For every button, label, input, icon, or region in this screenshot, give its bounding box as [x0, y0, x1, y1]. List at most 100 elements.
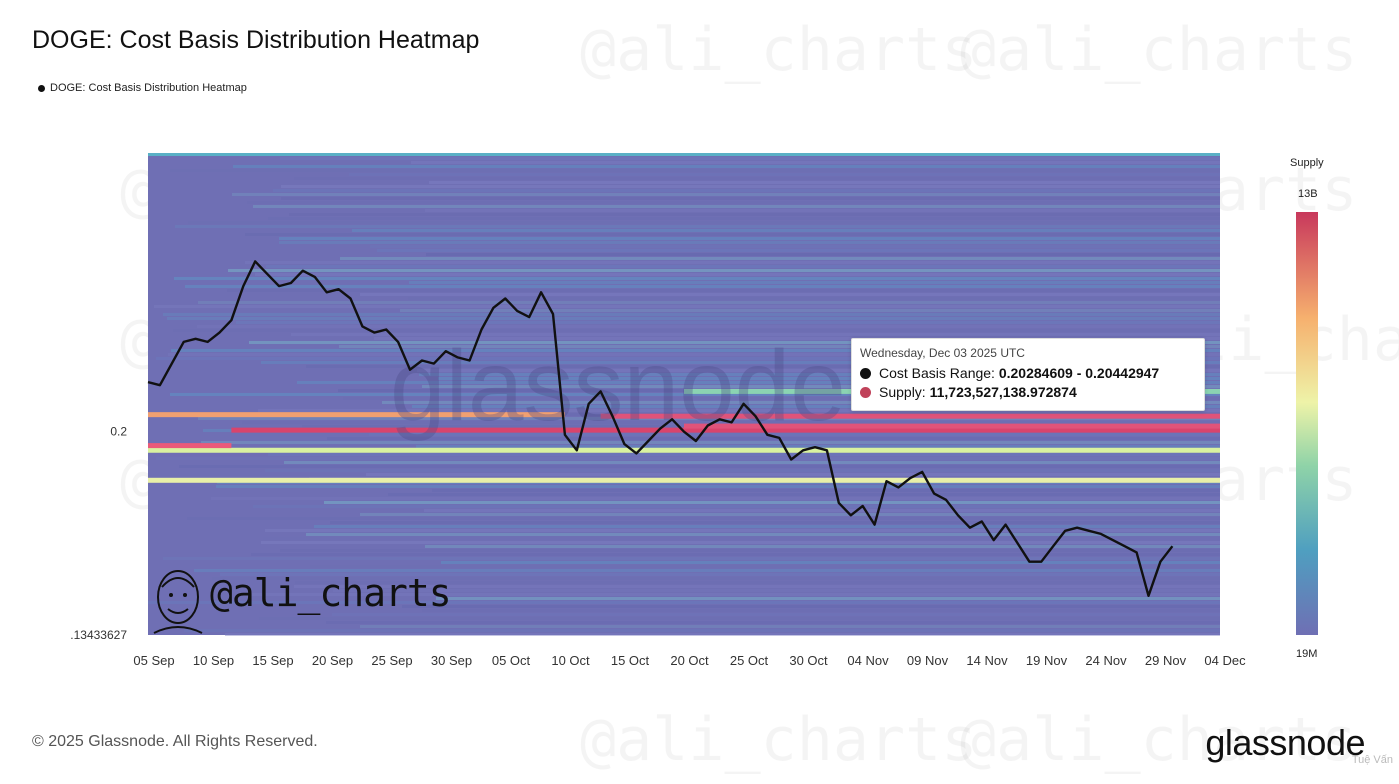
- heatmap-stripe: [163, 313, 1220, 316]
- x-tick-label: 24 Nov: [1085, 653, 1127, 668]
- x-tick-label: 29 Nov: [1145, 653, 1187, 668]
- heatmap-stripe: [330, 521, 1220, 524]
- heatmap-stripe: [266, 265, 1220, 268]
- heatmap-stripe: [154, 305, 1220, 308]
- heatmap-stripe: [197, 325, 1220, 328]
- heatmap-stripe: [436, 597, 1220, 600]
- chart-legend[interactable]: DOGE: Cost Basis Distribution Heatmap: [38, 82, 247, 94]
- heatmap-stripe: [408, 297, 1220, 300]
- colorbar: [1296, 212, 1318, 635]
- heatmap-stripe: [370, 245, 1220, 248]
- legend-label: DOGE: Cost Basis Distribution Heatmap: [50, 82, 247, 94]
- heatmap-band: [148, 443, 232, 449]
- glassnode-logo[interactable]: glassnode: [1205, 722, 1365, 763]
- heatmap-stripe: [268, 217, 1220, 220]
- colorbar-max-label: 13B: [1298, 188, 1318, 200]
- x-tick-label: 25 Oct: [730, 653, 769, 668]
- heatmap-stripe: [156, 357, 1220, 360]
- y-axis-ticks: 0.2 .13433627: [70, 425, 127, 642]
- heatmap-stripe: [265, 469, 1220, 472]
- heatmap-stripe: [167, 317, 1220, 320]
- heatmap-stripe: [245, 233, 1220, 236]
- heatmap-stripe: [156, 457, 1220, 460]
- heatmap-stripe: [352, 229, 1220, 232]
- heatmap-stripe: [314, 525, 1220, 528]
- heatmap-stripe: [175, 225, 1220, 228]
- heatmap-stripe: [295, 581, 1220, 584]
- heatmap-stripe: [216, 485, 1220, 488]
- heatmap-stripe: [441, 561, 1220, 564]
- range-bullet-icon: [860, 367, 871, 379]
- heatmap-stripe: [422, 609, 1220, 612]
- tooltip-range-row: Cost Basis Range: 0.20284609 - 0.2044294…: [860, 365, 1159, 381]
- heatmap-stripe: [184, 629, 1220, 632]
- heatmap-stripe: [251, 553, 1220, 556]
- heatmap-band: [684, 423, 1220, 429]
- heatmap-stripe: [289, 213, 1220, 216]
- heatmap-stripe: [170, 169, 1220, 172]
- heatmap-stripe: [201, 441, 1220, 444]
- heatmap-stripe: [402, 605, 1220, 608]
- x-tick-label: 10 Sep: [193, 653, 234, 668]
- heatmap-stripe: [333, 589, 1220, 592]
- heatmap-stripe: [253, 205, 1220, 208]
- heatmap-stripe: [171, 349, 1220, 352]
- heatmap-stripe: [212, 577, 1220, 580]
- heatmap-stripe: [432, 489, 1220, 492]
- heatmap-band: [231, 427, 1220, 433]
- heatmap-stripe: [400, 309, 1220, 312]
- heatmap-stripe: [422, 385, 1220, 388]
- legend-dot-icon: [38, 84, 45, 92]
- heatmap-stripe: [280, 549, 1220, 552]
- heatmap-stripe: [425, 209, 1220, 212]
- watermark-small-text: Tuệ Vấn: [1351, 754, 1393, 766]
- heatmap-stripe: [369, 433, 1220, 436]
- heatmap-stripe: [411, 161, 1220, 164]
- heatmap-stripe: [360, 513, 1220, 516]
- heatmap-stripe: [227, 289, 1220, 292]
- supply-bullet-icon: [860, 386, 871, 398]
- price-line[interactable]: [147, 260, 1174, 597]
- heatmap-stripe: [340, 257, 1220, 260]
- y-tick-label: .13433627: [70, 628, 127, 642]
- tooltip-supply-row: Supply: 11,723,527,138.972874: [860, 384, 1077, 400]
- ali-avatar-icon: [153, 570, 203, 634]
- heatmap-stripe: [377, 249, 1220, 252]
- heatmap-stripe: [265, 529, 1220, 532]
- heatmap-stripe: [424, 509, 1220, 512]
- tooltip-range-value: 0.20284609 - 0.20442947: [998, 365, 1160, 381]
- heatmap-stripe: [426, 253, 1220, 256]
- heatmap-stripe: [327, 437, 1220, 440]
- heatmap-stripe: [187, 517, 1220, 520]
- heatmap-stripe: [245, 261, 1220, 264]
- heatmap-stripe: [425, 545, 1220, 548]
- x-tick-label: 15 Oct: [611, 653, 650, 668]
- heatmap-stripe: [382, 401, 1220, 404]
- watermark-text: @ali_charts: [580, 15, 977, 85]
- watermark-text: @ali_charts: [580, 705, 977, 775]
- heatmap-stripe: [194, 569, 1220, 572]
- heatmap-band: [148, 412, 565, 418]
- heatmap-stripe: [273, 189, 1220, 192]
- watermark-text: @ali_charts: [960, 705, 1357, 775]
- heatmap-stripe: [174, 277, 1220, 280]
- heatmap-stripe: [188, 221, 1220, 224]
- heatmap-stripe: [232, 193, 1220, 196]
- heatmap-stripe: [225, 633, 1220, 636]
- heatmap-stripe: [168, 353, 1220, 356]
- heatmap-stripe: [438, 377, 1220, 380]
- heatmap-stripe: [163, 557, 1220, 560]
- tooltip-supply-value: 11,723,527,138.972874: [929, 384, 1077, 400]
- heatmap-stripe: [268, 453, 1220, 456]
- heatmap-stripe: [261, 541, 1220, 544]
- heatmap-stripe: [417, 369, 1220, 372]
- heatmap-stripe: [306, 533, 1220, 536]
- heatmap-stripe: [148, 601, 1220, 604]
- heatmap-stripe: [280, 157, 1220, 160]
- heatmap-band: [148, 447, 1220, 453]
- x-tick-label: 05 Oct: [492, 653, 531, 668]
- x-tick-label: 14 Nov: [966, 653, 1008, 668]
- heatmap-stripe: [179, 465, 1220, 468]
- tooltip-date: Wednesday, Dec 03 2025 UTC: [860, 346, 1025, 360]
